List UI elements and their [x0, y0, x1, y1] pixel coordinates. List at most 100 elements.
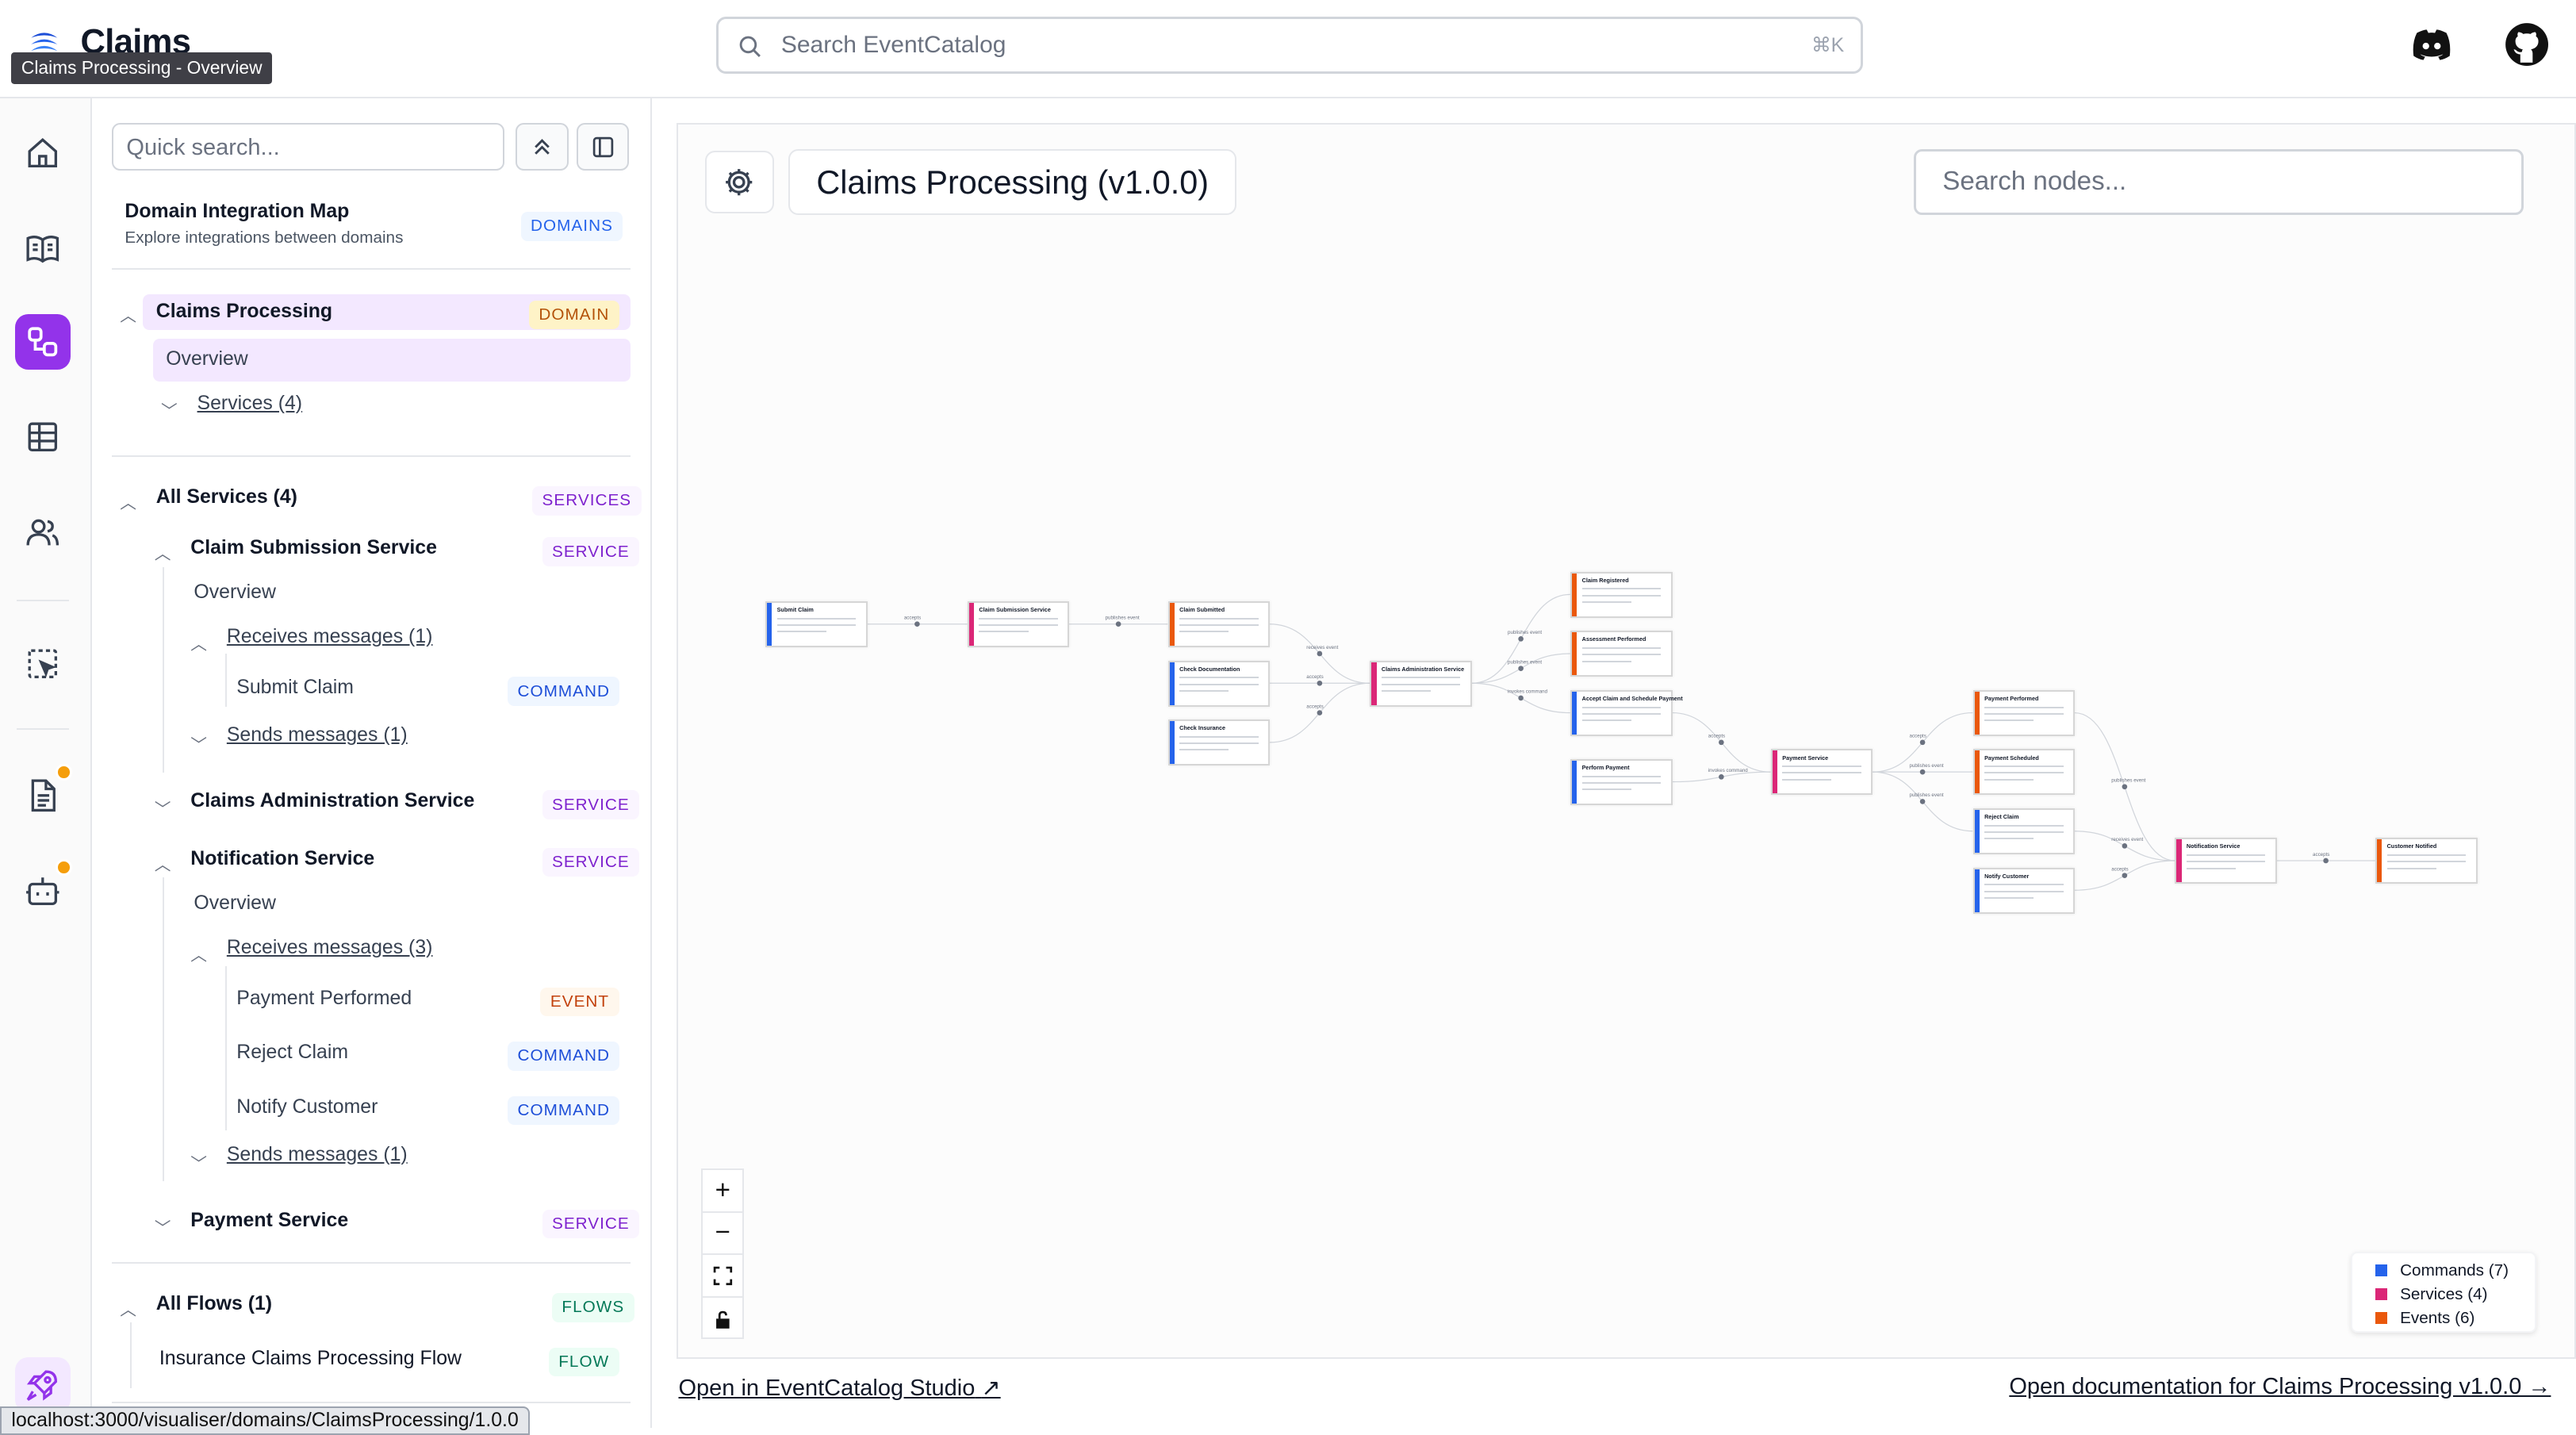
edge-dot — [1719, 739, 1725, 746]
notification-service[interactable]: Notification Service — [190, 847, 375, 869]
bot-icon[interactable] — [15, 859, 73, 918]
command-badge: COMMAND — [508, 1095, 620, 1126]
collapse-all-button[interactable] — [516, 123, 569, 171]
graph-node-payment-service[interactable]: Payment Service — [1770, 749, 1873, 796]
users-icon[interactable] — [15, 505, 71, 560]
chevron-up-icon[interactable]: ︿ — [190, 946, 207, 965]
github-icon[interactable] — [2502, 20, 2551, 69]
search-icon — [739, 36, 761, 58]
graph-node-assessment-performed[interactable]: Assessment Performed — [1570, 631, 1673, 677]
edge-label: publishes event — [1106, 616, 1140, 621]
graph-node-check-insurance[interactable]: Check Insurance — [1167, 719, 1271, 766]
quick-search-input[interactable]: Quick search... — [111, 123, 504, 171]
graph-node-check-documentation[interactable]: Check Documentation — [1167, 660, 1271, 707]
table-icon[interactable] — [15, 409, 71, 465]
edge-label: publishes event — [1508, 630, 1542, 635]
settings-button[interactable] — [704, 151, 774, 214]
top-bar: Claims Claims Processing - Overview Sear… — [0, 0, 2576, 99]
chevron-up-icon[interactable]: ︿ — [190, 635, 207, 654]
edge-dot — [2122, 873, 2128, 879]
graph-node-payment-performed[interactable]: Payment Performed — [1972, 689, 2076, 736]
services-badge: SERVICES — [532, 486, 642, 516]
edge-dot — [1317, 651, 1323, 657]
message-reject-claim[interactable]: Reject Claim — [236, 1042, 349, 1064]
panel-icon — [592, 136, 613, 158]
payment-service[interactable]: Payment Service — [190, 1209, 349, 1231]
visualiser-icon[interactable] — [14, 313, 71, 370]
message-submit-claim[interactable]: Submit Claim — [236, 677, 354, 699]
receives-messages-toggle[interactable]: Receives messages (3) — [226, 936, 433, 958]
chevron-up-icon[interactable]: ︿ — [154, 545, 171, 564]
edge-dot — [1518, 636, 1524, 643]
command-badge: COMMAND — [508, 1042, 620, 1071]
home-icon[interactable] — [15, 125, 71, 180]
chevron-down-icon[interactable]: ﹀ — [154, 800, 171, 819]
edge-label: accepts — [2313, 852, 2329, 858]
graph-node-claim-submitted[interactable]: Claim Submitted — [1167, 601, 1271, 648]
domain-services-toggle[interactable]: Services (4) — [197, 393, 303, 415]
claim-submission-service[interactable]: Claim Submission Service — [190, 537, 437, 559]
graph-node-perform-payment[interactable]: Perform Payment — [1570, 758, 1673, 805]
zoom-in-icon[interactable]: + — [703, 1170, 743, 1213]
graph-node-claim-registered[interactable]: Claim Registered — [1570, 571, 1673, 618]
graph-node-payment-scheduled[interactable]: Payment Scheduled — [1972, 749, 2076, 796]
domain-overview-link[interactable]: Overview — [166, 348, 248, 370]
graph-node-reject-claim[interactable]: Reject Claim — [1972, 808, 2076, 855]
flow-item[interactable]: Insurance Claims Processing Flow — [159, 1347, 462, 1369]
selection-icon[interactable] — [15, 636, 71, 692]
chevron-down-icon[interactable]: ﹀ — [190, 735, 207, 754]
node-search-input[interactable]: Search nodes... — [1914, 149, 2524, 216]
zoom-out-icon[interactable]: − — [703, 1213, 743, 1256]
sidebar: Quick search... Domain Integration Map E… — [94, 98, 653, 1429]
event-badge: EVENT — [540, 987, 619, 1017]
receives-messages-toggle[interactable]: Receives messages (1) — [226, 626, 433, 648]
lock-icon[interactable] — [703, 1298, 742, 1341]
integration-map-title[interactable]: Domain Integration Map — [125, 200, 350, 222]
document-icon[interactable] — [15, 764, 73, 823]
gear-icon — [726, 169, 753, 196]
chevron-up-icon[interactable]: ︿ — [120, 1301, 136, 1320]
visualiser-canvas[interactable]: Claims Processing (v1.0.0) Search nodes.… — [677, 123, 2576, 1360]
graph-node-accept-claim-and-schedule-payment[interactable]: Accept Claim and Schedule Payment — [1570, 689, 1683, 736]
status-bar-url: localhost:3000/visualiser/domains/Claims… — [0, 1406, 531, 1435]
all-services-title[interactable]: All Services (4) — [155, 486, 297, 508]
domain-badge: DOMAIN — [528, 301, 619, 330]
all-flows-title[interactable]: All Flows (1) — [155, 1293, 273, 1315]
edge-dot — [1719, 774, 1725, 781]
chevron-down-icon[interactable]: ﹀ — [160, 402, 178, 421]
sends-messages-toggle[interactable]: Sends messages (1) — [226, 1143, 408, 1165]
book-icon[interactable] — [15, 221, 71, 276]
edge-label: accepts — [1307, 704, 1324, 710]
edge-dot — [1116, 621, 1121, 627]
chevron-up-icon[interactable]: ︿ — [154, 855, 171, 874]
open-studio-link[interactable]: Open in EventCatalog Studio ↗ — [678, 1375, 1001, 1401]
graph-node-claims-administration-service[interactable]: Claims Administration Service — [1370, 660, 1472, 707]
chevron-down-icon[interactable]: ﹀ — [190, 1154, 207, 1173]
search-input[interactable]: Search EventCatalog ⌘K — [716, 16, 1863, 75]
edge-dot — [1518, 695, 1524, 701]
integration-map-subtitle: Explore integrations between domains — [125, 228, 404, 247]
sends-messages-toggle[interactable]: Sends messages (1) — [226, 724, 408, 746]
domain-title[interactable]: Claims Processing — [155, 301, 333, 323]
claim-submission-overview[interactable]: Overview — [194, 581, 276, 604]
edge-label: publishes event — [1910, 793, 1944, 799]
graph-node-submit-claim[interactable]: Submit Claim — [765, 601, 868, 648]
fit-view-icon[interactable] — [703, 1255, 743, 1299]
chevron-down-icon[interactable]: ﹀ — [154, 1218, 171, 1237]
chevron-up-icon[interactable]: ︿ — [120, 494, 136, 513]
message-notify-customer[interactable]: Notify Customer — [236, 1095, 378, 1118]
graph-node-notification-service[interactable]: Notification Service — [2175, 838, 2277, 884]
rocket-icon[interactable] — [14, 1356, 71, 1414]
eventcatalog-logo[interactable] — [26, 25, 63, 61]
chevron-up-icon[interactable]: ︿ — [120, 307, 136, 326]
toggle-sidebar-button[interactable] — [577, 123, 630, 171]
message-payment-performed[interactable]: Payment Performed — [236, 987, 412, 1009]
graph-node-notify-customer[interactable]: Notify Customer — [1972, 867, 2076, 914]
graph-node-claim-submission-service[interactable]: Claim Submission Service — [967, 601, 1070, 648]
open-documentation-link[interactable]: Open documentation for Claims Processing… — [2009, 1373, 2551, 1399]
claims-administration-service[interactable]: Claims Administration Service — [190, 790, 475, 812]
notification-overview[interactable]: Overview — [194, 892, 276, 914]
edge-label: invokes command — [1708, 768, 1749, 773]
graph-node-customer-notified[interactable]: Customer Notified — [2375, 838, 2478, 884]
discord-icon[interactable] — [2409, 21, 2458, 71]
